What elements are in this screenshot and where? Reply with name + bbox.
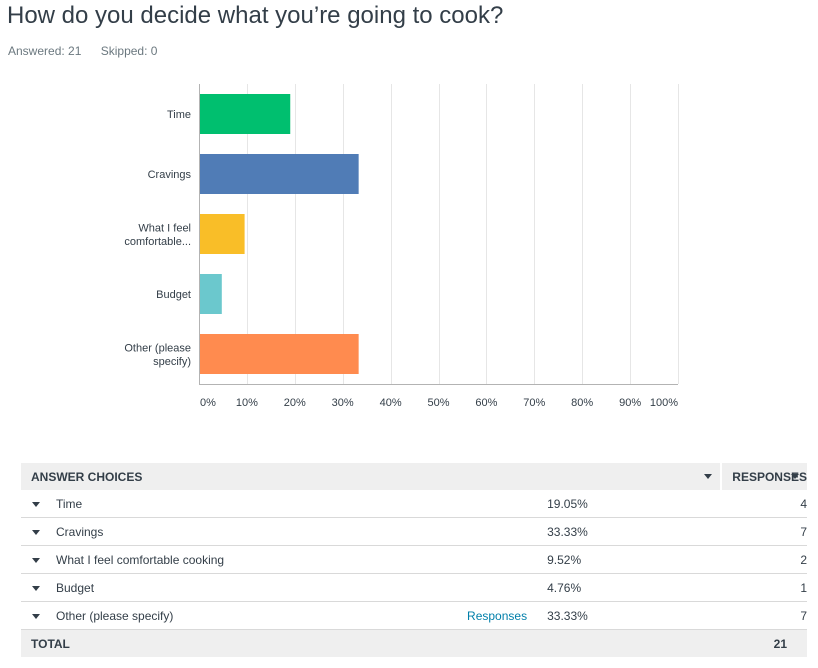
response-stats: Answered: 21 Skipped: 0 (8, 44, 173, 58)
responses-header[interactable]: RESPONSES (721, 463, 807, 490)
choice-cell: Other (please specify) Responses (21, 601, 548, 630)
bar (200, 274, 222, 314)
table-row: Budget 4.76% 1 (21, 573, 807, 602)
question-title: How do you decide what you’re going to c… (7, 2, 504, 29)
bar (200, 154, 359, 194)
responses-link[interactable]: Responses (467, 609, 528, 623)
x-tick-label: 50% (427, 397, 449, 409)
x-tick-label: 90% (619, 397, 641, 409)
category-label: Other (please (124, 342, 191, 354)
total-label: TOTAL (21, 629, 722, 657)
answer-choices-header-label: ANSWER CHOICES (31, 469, 143, 484)
answered-count: Answered: 21 (8, 44, 82, 58)
category-label: comfortable... (124, 236, 191, 248)
count-cell: 2 (721, 545, 807, 574)
sort-responses-icon[interactable] (791, 474, 799, 479)
percent-cell: 9.52% (547, 545, 722, 574)
x-tick-label: 100% (650, 397, 678, 409)
expand-row-icon[interactable] (32, 558, 40, 563)
count-cell: 1 (721, 573, 807, 602)
bar (200, 94, 291, 134)
x-tick-label: 80% (571, 397, 593, 409)
category-label: What I feel (138, 222, 191, 234)
table-row: Time 19.05% 4 (21, 490, 807, 518)
category-label: Time (167, 109, 191, 121)
choice-cell: Time (21, 490, 548, 518)
category-label: Cravings (148, 169, 192, 181)
answer-table: ANSWER CHOICES RESPONSES Time 19.05% 4 C… (21, 463, 807, 657)
table-row: Cravings 33.33% 7 (21, 517, 807, 546)
count-cell: 4 (721, 490, 807, 518)
x-tick-label: 20% (284, 397, 306, 409)
responses-header-label: RESPONSES (732, 469, 807, 484)
choice-label: Cravings (56, 525, 104, 539)
percent-cell: 19.05% (547, 490, 722, 518)
choice-label: Time (56, 497, 83, 511)
choice-label: Budget (56, 581, 95, 595)
skipped-count: Skipped: 0 (100, 44, 158, 58)
table-row: What I feel comfortable cooking 9.52% 2 (21, 545, 807, 574)
category-label: specify) (153, 356, 191, 368)
count-cell: 7 (721, 601, 807, 630)
answer-choices-header[interactable]: ANSWER CHOICES (21, 463, 723, 490)
x-tick-label: 10% (236, 397, 258, 409)
category-label: Budget (156, 289, 191, 301)
x-tick-label: 40% (380, 397, 402, 409)
choice-label: Other (please specify) (56, 609, 174, 623)
choice-cell: What I feel comfortable cooking (21, 545, 548, 574)
x-tick-label: 0% (200, 397, 216, 409)
expand-row-icon[interactable] (32, 502, 40, 507)
percent-cell: 4.76% (547, 573, 722, 602)
total-count: 21 (721, 629, 807, 657)
total-row: TOTAL 21 (21, 629, 807, 657)
count-cell: 7 (721, 517, 807, 546)
bar-chart: Time Cravings What I feel comfortable... Bud… (124, 84, 679, 409)
bar (200, 214, 245, 254)
choice-label: What I feel comfortable cooking (56, 553, 225, 567)
x-tick-label: 30% (332, 397, 354, 409)
expand-row-icon[interactable] (32, 530, 40, 535)
percent-cell: 33.33% (547, 601, 722, 630)
sort-choices-icon[interactable] (704, 474, 713, 479)
x-tick-label: 70% (523, 397, 545, 409)
table-header-row: ANSWER CHOICES RESPONSES (21, 463, 807, 490)
choice-cell: Budget (21, 573, 548, 602)
bar (200, 334, 359, 374)
x-tick-label: 60% (475, 397, 497, 409)
table-row: Other (please specify) Responses 33.33% … (21, 601, 807, 630)
expand-row-icon[interactable] (32, 586, 40, 591)
percent-cell: 33.33% (547, 517, 722, 546)
expand-row-icon[interactable] (32, 614, 40, 619)
choice-cell: Cravings (21, 517, 548, 546)
